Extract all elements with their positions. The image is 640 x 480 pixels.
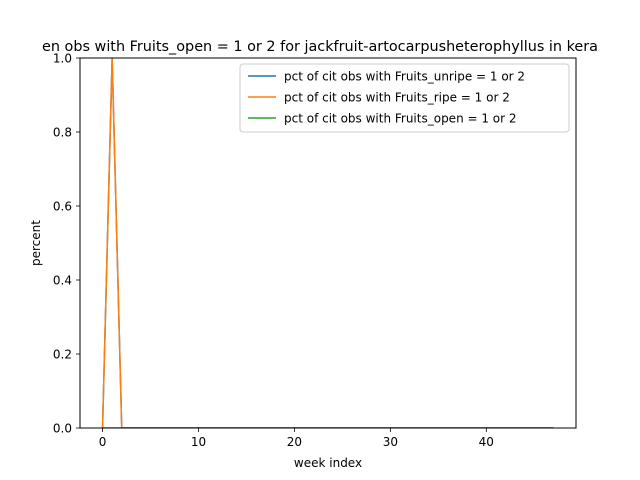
legend-label-2: pct of cit obs with Fruits_ripe = 1 or 2	[284, 91, 510, 105]
x-tick-label: 40	[479, 435, 494, 449]
legend: pct of cit obs with Fruits_unripe = 1 or…	[239, 63, 570, 133]
x-tick-label: 10	[191, 435, 206, 449]
legend-label-1: pct of cit obs with Fruits_unripe = 1 or…	[284, 70, 525, 84]
y-tick-label: 0.6	[53, 200, 72, 214]
chart-title: en obs with Fruits_open = 1 or 2 for jac…	[42, 39, 598, 55]
y-tick-label: 0.8	[53, 126, 72, 140]
y-tick-label: 0.4	[53, 274, 72, 288]
y-axis-label: percent	[29, 220, 43, 266]
plot-frame	[79, 57, 577, 429]
legend-label-3: pct of cit obs with Fruits_open = 1 or 2	[284, 112, 517, 126]
y-tick-label: 1.0	[53, 52, 72, 66]
x-axis-label: week index	[294, 456, 362, 470]
y-axis: 0.0 0.2 0.4 0.6 0.8 1.0	[53, 52, 80, 436]
y-tick-label: 0.2	[53, 348, 72, 362]
y-tick-label: 0.0	[53, 422, 72, 436]
x-tick-label: 30	[383, 435, 398, 449]
x-tick-label: 0	[99, 435, 107, 449]
legend-box	[239, 63, 570, 133]
x-tick-label: 20	[287, 435, 302, 449]
x-axis: 0 10 20 30 40	[99, 428, 494, 449]
